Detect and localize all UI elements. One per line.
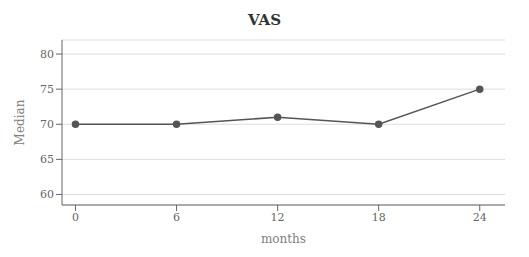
svg-text:75: 75: [40, 83, 54, 96]
svg-text:65: 65: [40, 153, 54, 166]
svg-text:6: 6: [173, 211, 180, 224]
svg-text:0: 0: [72, 211, 79, 224]
svg-text:60: 60: [40, 188, 54, 201]
svg-text:Median: Median: [13, 99, 27, 145]
svg-text:80: 80: [40, 48, 54, 61]
svg-text:24: 24: [473, 211, 487, 224]
svg-text:12: 12: [271, 211, 285, 224]
svg-text:70: 70: [40, 118, 54, 131]
svg-text:months: months: [261, 232, 306, 246]
html-text:VAS: VAS: [248, 11, 281, 29]
svg-text:18: 18: [372, 211, 386, 224]
